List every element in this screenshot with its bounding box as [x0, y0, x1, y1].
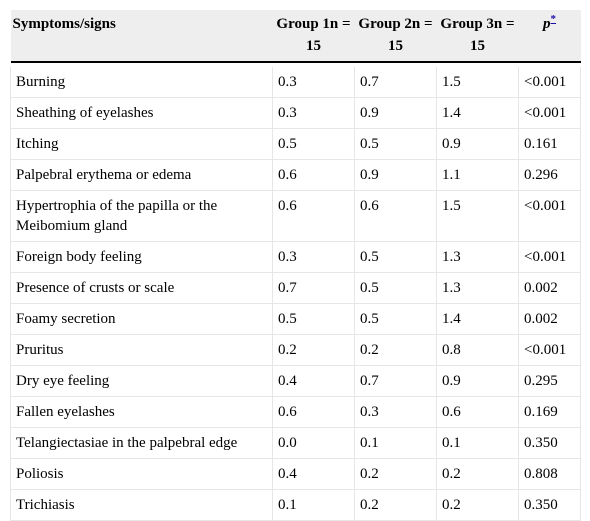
cell-symptom: Pruritus — [10, 334, 273, 366]
table-row: Itching 0.5 0.5 0.9 0.161 — [10, 128, 581, 160]
table-row: Burning 0.3 0.7 1.5 <0.001 — [10, 67, 581, 98]
table-row: Sheathing of eyelashes 0.3 0.9 1.4 <0.001 — [10, 97, 581, 129]
cell-group-2: 0.1 — [354, 427, 437, 459]
cell-group-2: 0.5 — [354, 241, 437, 273]
cell-group-1: 0.3 — [272, 241, 355, 273]
cell-p-value: <0.001 — [518, 67, 581, 98]
cell-group-2: 0.2 — [354, 458, 437, 490]
cell-group-1: 0.4 — [272, 458, 355, 490]
cell-p-value: 0.296 — [518, 159, 581, 191]
table-row: Hypertrophia of the papilla or the Meibo… — [10, 190, 581, 242]
cell-group-1: 0.6 — [272, 190, 355, 242]
cell-group-1: 0.4 — [272, 365, 355, 397]
table-row: Fallen eyelashes 0.6 0.3 0.6 0.169 — [10, 396, 581, 428]
cell-p-value: 0.350 — [518, 489, 581, 521]
cell-group-1: 0.3 — [272, 67, 355, 98]
table-row: Poliosis 0.4 0.2 0.2 0.808 — [10, 458, 581, 490]
table-row: Foamy secretion 0.5 0.5 1.4 0.002 — [10, 303, 581, 335]
cell-group-1: 0.1 — [272, 489, 355, 521]
cell-group-2: 0.9 — [354, 159, 437, 191]
table-row: Trichiasis 0.1 0.2 0.2 0.350 — [10, 489, 581, 521]
cell-group-1: 0.7 — [272, 272, 355, 304]
cell-group-1: 0.2 — [272, 334, 355, 366]
cell-group-3: 1.3 — [436, 241, 519, 273]
cell-p-value: 0.002 — [518, 272, 581, 304]
cell-group-2: 0.9 — [354, 97, 437, 129]
table-row: Telangiectasiae in the palpebral edge 0.0… — [10, 427, 581, 459]
header-group-3: Group 3n = 15 — [436, 10, 519, 63]
cell-group-1: 0.5 — [272, 128, 355, 160]
footnote-link[interactable]: * — [550, 13, 557, 25]
cell-group-2: 0.7 — [354, 365, 437, 397]
cell-group-2: 0.3 — [354, 396, 437, 428]
cell-symptom: Presence of crusts or scale — [10, 272, 273, 304]
cell-group-1: 0.6 — [272, 159, 355, 191]
symptoms-table: Symptoms/signs Group 1n = 15 Group 2n = … — [10, 10, 581, 521]
cell-p-value: <0.001 — [518, 334, 581, 366]
table-container: Symptoms/signs Group 1n = 15 Group 2n = … — [10, 10, 581, 521]
table-row: Palpebral erythema or edema 0.6 0.9 1.1 0.29… — [10, 159, 581, 191]
cell-symptom: Trichiasis — [10, 489, 273, 521]
table-header-row: Symptoms/signs Group 1n = 15 Group 2n = … — [10, 10, 581, 63]
cell-group-3: 1.4 — [436, 303, 519, 335]
cell-symptom: Poliosis — [10, 458, 273, 490]
cell-p-value: <0.001 — [518, 97, 581, 129]
cell-group-2: 0.6 — [354, 190, 437, 242]
cell-symptom: Fallen eyelashes — [10, 396, 273, 428]
cell-p-value: 0.002 — [518, 303, 581, 335]
cell-group-3: 1.3 — [436, 272, 519, 304]
cell-p-value: <0.001 — [518, 190, 581, 242]
table-row: Presence of crusts or scale 0.7 0.5 1.3 0.00… — [10, 272, 581, 304]
cell-group-2: 0.2 — [354, 489, 437, 521]
cell-group-3: 0.2 — [436, 489, 519, 521]
cell-group-3: 1.5 — [436, 190, 519, 242]
header-p-label: p — [543, 16, 551, 32]
cell-symptom: Burning — [10, 67, 273, 98]
cell-p-value: 0.350 — [518, 427, 581, 459]
cell-group-3: 0.9 — [436, 128, 519, 160]
cell-symptom: Hypertrophia of the papilla or the Meibo… — [10, 190, 273, 242]
cell-group-3: 0.2 — [436, 458, 519, 490]
table-row: Foreign body feeling 0.3 0.5 1.3 <0.001 — [10, 241, 581, 273]
cell-group-2: 0.5 — [354, 303, 437, 335]
cell-group-1: 0.0 — [272, 427, 355, 459]
cell-group-3: 0.1 — [436, 427, 519, 459]
cell-p-value: 0.808 — [518, 458, 581, 490]
cell-symptom: Dry eye feeling — [10, 365, 273, 397]
cell-group-2: 0.5 — [354, 128, 437, 160]
cell-group-3: 1.5 — [436, 67, 519, 98]
cell-group-3: 1.1 — [436, 159, 519, 191]
cell-symptom: Palpebral erythema or edema — [10, 159, 273, 191]
cell-p-value: <0.001 — [518, 241, 581, 273]
cell-group-1: 0.5 — [272, 303, 355, 335]
cell-symptom: Sheathing of eyelashes — [10, 97, 273, 129]
table-row: Dry eye feeling 0.4 0.7 0.9 0.295 — [10, 365, 581, 397]
cell-p-value: 0.161 — [518, 128, 581, 160]
cell-group-3: 0.6 — [436, 396, 519, 428]
cell-p-value: 0.169 — [518, 396, 581, 428]
cell-p-value: 0.295 — [518, 365, 581, 397]
header-group-1: Group 1n = 15 — [272, 10, 355, 63]
cell-symptom: Foreign body feeling — [10, 241, 273, 273]
cell-group-1: 0.3 — [272, 97, 355, 129]
header-p-value: p* — [518, 10, 581, 63]
header-symptoms: Symptoms/signs — [10, 10, 273, 63]
cell-group-3: 0.8 — [436, 334, 519, 366]
header-group-2: Group 2n = 15 — [354, 10, 437, 63]
cell-symptom: Foamy secretion — [10, 303, 273, 335]
cell-group-1: 0.6 — [272, 396, 355, 428]
cell-group-2: 0.2 — [354, 334, 437, 366]
cell-group-3: 1.4 — [436, 97, 519, 129]
cell-group-3: 0.9 — [436, 365, 519, 397]
cell-group-2: 0.7 — [354, 67, 437, 98]
cell-group-2: 0.5 — [354, 272, 437, 304]
cell-symptom: Itching — [10, 128, 273, 160]
table-row: Pruritus 0.2 0.2 0.8 <0.001 — [10, 334, 581, 366]
cell-symptom: Telangiectasiae in the palpebral edge — [10, 427, 273, 459]
